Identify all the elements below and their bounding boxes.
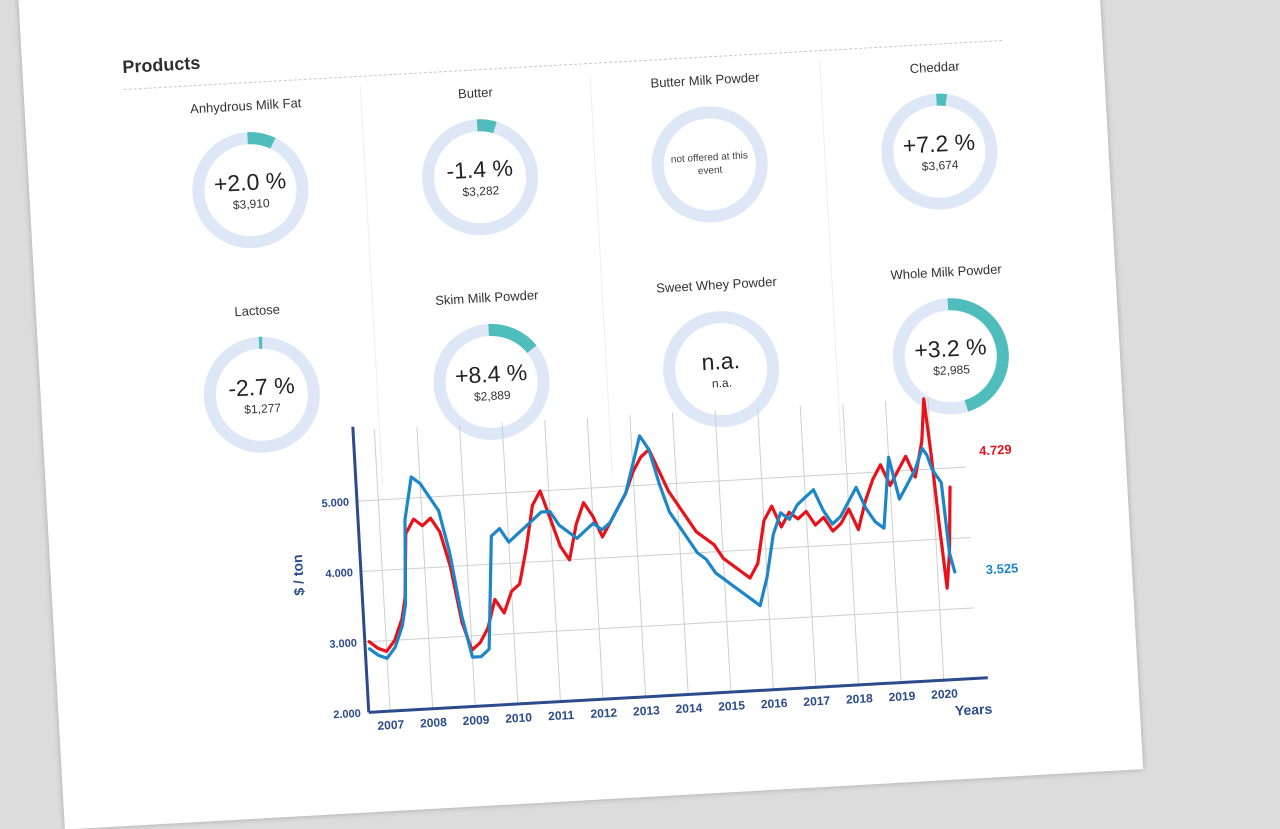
- product-price: $3,282: [462, 183, 500, 200]
- gauge-fill: [892, 298, 1009, 415]
- donut-gauge: +3.2 % $2,985: [885, 291, 1016, 422]
- product-name: Whole Milk Powder: [890, 261, 1003, 283]
- product-tile: Whole Milk Powder +3.2 % $2,985: [830, 248, 1070, 451]
- gauge-fill: [881, 93, 998, 210]
- document-sheet: Products Anhydrous Milk Fat +2.0 % $3,910 B…: [16, 0, 1144, 829]
- donut-gauge: +7.2 % $3,674: [874, 86, 1005, 217]
- x-axis: [368, 676, 988, 714]
- product-name: Butter Milk Powder: [650, 69, 760, 91]
- product-price: $2,889: [473, 387, 512, 404]
- x-tick-label: 2014: [675, 701, 703, 716]
- gauge-center: not offered at this event: [644, 99, 775, 230]
- product-tile: Cheddar +7.2 % $3,674: [819, 43, 1059, 246]
- gauge-track: [663, 311, 780, 428]
- product-tile: Lactose -2.7 % $1,277: [141, 287, 381, 490]
- product-name: Skim Milk Powder: [434, 287, 539, 308]
- donut-gauge: not offered at this event: [644, 99, 775, 230]
- gauge-fill: [422, 119, 539, 236]
- y-tick-label: 5.000: [321, 497, 349, 511]
- product-price: n.a.: [711, 375, 733, 391]
- product-tile: Butter Milk Powder not offered at this ev…: [589, 56, 829, 259]
- product-note: not offered at this event: [670, 150, 749, 178]
- donut-gauge: -2.7 % $1,277: [197, 329, 328, 460]
- series-line-red: [367, 397, 952, 653]
- series-line-blue: [367, 434, 957, 660]
- grid-line-horizontal: [356, 466, 967, 502]
- x-tick-label: 2011: [548, 708, 575, 723]
- product-change: +7.2 %: [902, 128, 976, 159]
- x-tick-label: 2016: [760, 696, 788, 711]
- product-price: $2,985: [932, 362, 971, 379]
- y-axis-label: $ / ton: [289, 554, 307, 596]
- gauge-center: +7.2 % $3,674: [874, 86, 1005, 217]
- x-axis-label: Years: [954, 701, 992, 719]
- y-tick-label: 2.000: [333, 708, 361, 722]
- gauge-center: +2.0 % $3,910: [185, 125, 316, 256]
- product-tile: Sweet Whey Powder n.a. n.a.: [601, 261, 841, 464]
- donut-gauge: -1.4 % $3,282: [415, 112, 546, 243]
- product-name: Lactose: [234, 301, 281, 320]
- product-tile: Anhydrous Milk Fat +2.0 % $3,910: [130, 82, 370, 285]
- product-change: +2.0 %: [213, 167, 287, 198]
- product-change: -1.4 %: [445, 154, 514, 185]
- product-tile: Skim Milk Powder +8.4 % $2,889: [371, 274, 611, 477]
- x-tick-label: 2015: [718, 698, 746, 713]
- x-tick-label: 2010: [505, 710, 533, 725]
- x-tick-label: 2013: [633, 703, 661, 718]
- price-chart: 2007 2008 2009 2010 2011 2012 2013 2014 2015 2016…: [272, 376, 1031, 777]
- product-name: Sweet Whey Powder: [655, 273, 778, 296]
- product-name: Anhydrous Milk Fat: [189, 95, 302, 117]
- x-tick-label: 2020: [931, 686, 959, 701]
- product-change: +3.2 %: [913, 333, 988, 364]
- product-tile: Butter -1.4 % $3,282: [360, 69, 600, 272]
- y-axis: [351, 426, 371, 713]
- gauge-fill: [203, 336, 320, 453]
- donut-gauge: +2.0 % $3,910: [185, 125, 316, 256]
- y-tick-label: 3.000: [329, 637, 357, 651]
- grid-line-horizontal: [360, 536, 970, 573]
- gauge-fill: [192, 132, 309, 249]
- x-tick-label: 2017: [803, 694, 831, 709]
- series-end-label-blue: 3.525 $: [985, 560, 1030, 577]
- donut-gauge: +8.4 % $2,889: [426, 317, 557, 448]
- x-tick-label: 2019: [888, 689, 916, 704]
- product-change: n.a.: [700, 347, 741, 376]
- y-tick-label: 4.000: [325, 567, 353, 581]
- grid-line-horizontal: [364, 607, 974, 643]
- products-title: Products: [121, 52, 201, 78]
- product-change: +8.4 %: [454, 358, 528, 389]
- product-price: $1,277: [243, 400, 282, 417]
- product-name: Butter: [457, 84, 494, 102]
- gauge-center: -1.4 % $3,282: [415, 112, 546, 243]
- gauge-fill: [433, 323, 550, 440]
- donut-gauge: n.a. n.a.: [656, 304, 787, 435]
- product-price: $3,674: [921, 157, 959, 174]
- x-tick-label: 2009: [462, 713, 490, 728]
- x-tick-label: 2008: [420, 715, 448, 730]
- x-tick-label: 2018: [846, 691, 874, 706]
- product-price: $3,910: [232, 196, 270, 213]
- series-end-label-red: 4.729 $: [979, 441, 1024, 458]
- x-tick-label: 2012: [590, 705, 618, 720]
- product-change: -2.7 %: [227, 371, 296, 402]
- product-name: Cheddar: [909, 58, 960, 77]
- gauge-track: [651, 106, 768, 223]
- price-chart-svg: 2007 2008 2009 2010 2011 2012 2013 2014 2015 2016…: [289, 397, 1030, 733]
